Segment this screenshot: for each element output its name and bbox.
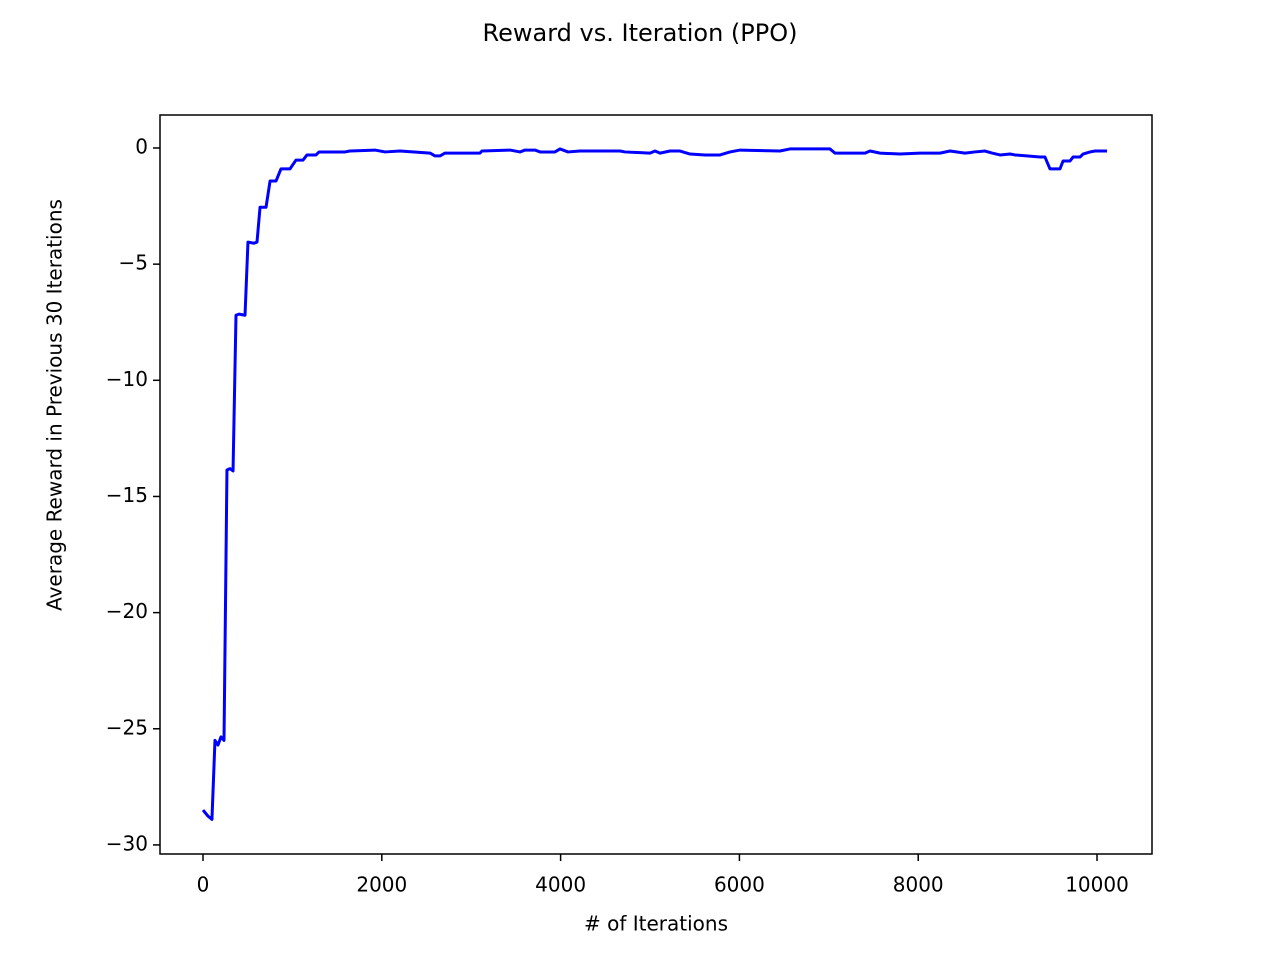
x-tick-label: 8000 <box>893 873 944 897</box>
y-axis-label: Average Reward in Previous 30 Iterations <box>43 199 67 611</box>
y-tick-label: 0 <box>135 134 148 158</box>
x-tick-label: 6000 <box>714 873 765 897</box>
chart-title: Reward vs. Iteration (PPO) <box>483 19 798 47</box>
y-tick-label: −5 <box>119 251 148 275</box>
x-axis-label: # of Iterations <box>584 912 728 936</box>
plot-frame <box>159 114 1153 855</box>
x-tick-label: 10000 <box>1065 873 1129 897</box>
y-tick-label: −10 <box>106 367 148 391</box>
x-tick-label: 4000 <box>535 873 586 897</box>
y-tick-label: −15 <box>106 483 148 507</box>
y-tick-label: −25 <box>106 715 148 739</box>
data-line <box>201 147 1108 821</box>
x-tick-label: 0 <box>197 873 210 897</box>
x-tick-label: 2000 <box>356 873 407 897</box>
y-tick-label: −30 <box>106 831 148 855</box>
y-tick-label: −20 <box>106 599 148 623</box>
